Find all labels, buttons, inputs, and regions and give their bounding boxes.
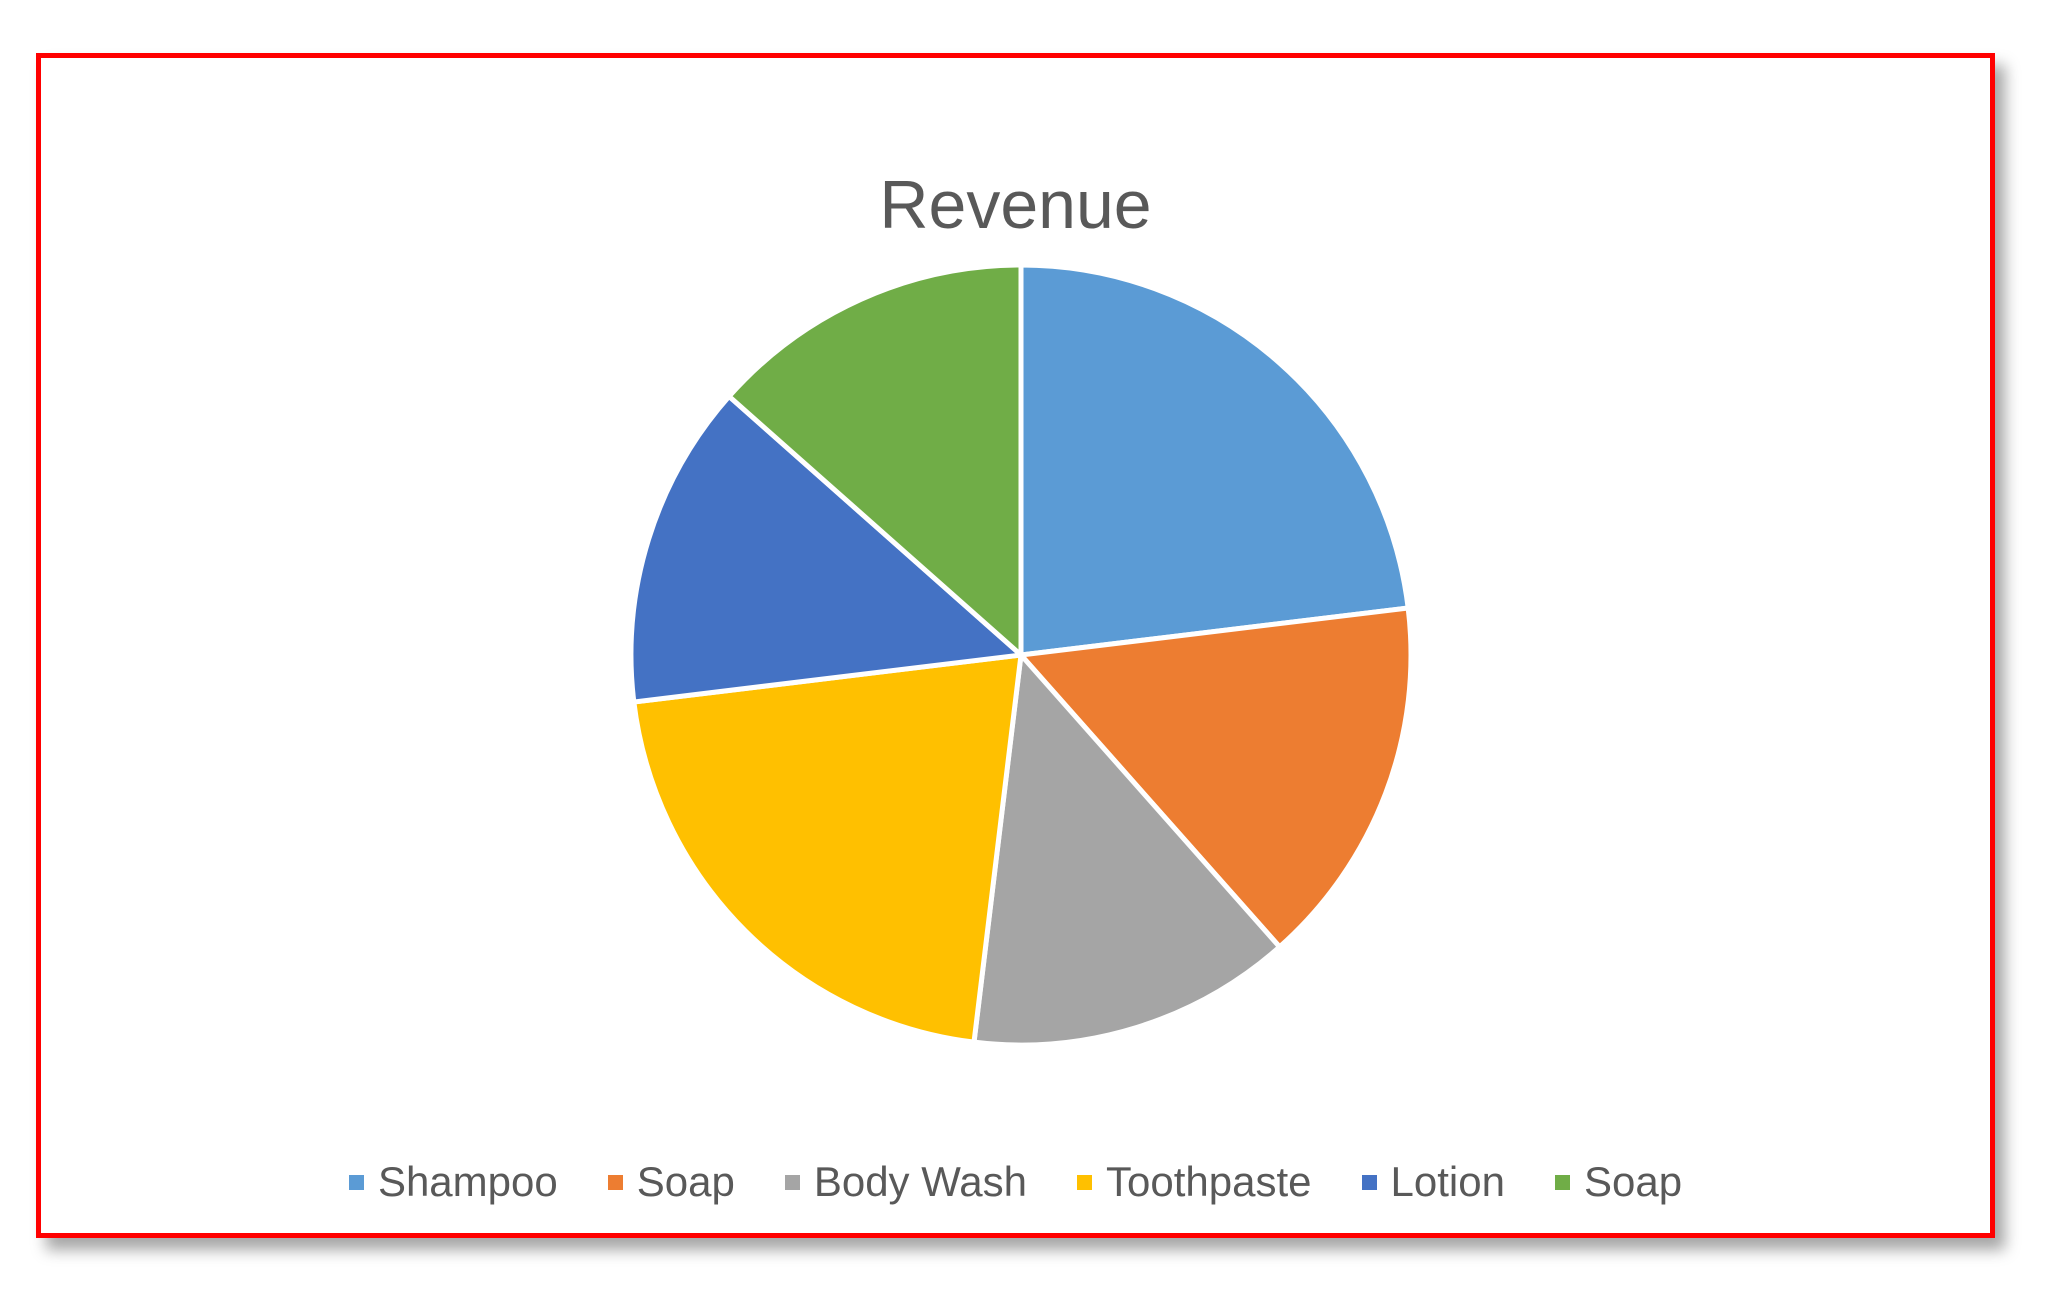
legend-swatch (784, 1174, 800, 1190)
pie-slice-shampoo-0 (1018, 262, 1411, 658)
legend-item-4: Lotion (1361, 1158, 1505, 1206)
legend: Shampoo Soap Body Wash Toothpaste Lotion Soap (41, 1158, 1990, 1206)
legend-swatch (1361, 1174, 1377, 1190)
legend-item-0: Shampoo (348, 1158, 558, 1206)
legend-label: Toothpaste (1106, 1158, 1312, 1205)
legend-label: Soap (636, 1158, 735, 1205)
legend-swatch (348, 1174, 364, 1190)
legend-label: Lotion (1390, 1158, 1505, 1205)
legend-label: Body Wash (813, 1158, 1028, 1205)
legend-swatch (1554, 1174, 1570, 1190)
legend-item-3: Toothpaste (1077, 1158, 1312, 1206)
pie-slice-lotion-4 (628, 393, 1024, 705)
chart-frame: Revenue Shampoo Soap Body Wash Toothpaste Lo… (36, 53, 1995, 1238)
pie-slice-soap-1 (1018, 605, 1414, 950)
chart-title: Revenue (879, 167, 1152, 243)
legend-swatch (607, 1174, 623, 1190)
legend-item-2: Body Wash (784, 1158, 1028, 1206)
legend-item-1: Soap (607, 1158, 735, 1206)
pie-slice-soap-5 (726, 262, 1024, 658)
pie-slice-body-wash-2 (971, 652, 1283, 1048)
legend-label: Soap (1583, 1158, 1683, 1205)
legend-item-5: Soap (1554, 1158, 1683, 1206)
pie-chart (628, 262, 1414, 1048)
pie-slice-toothpaste-3 (631, 652, 1024, 1045)
legend-label: Shampoo (377, 1158, 558, 1205)
legend-swatch (1077, 1174, 1093, 1190)
